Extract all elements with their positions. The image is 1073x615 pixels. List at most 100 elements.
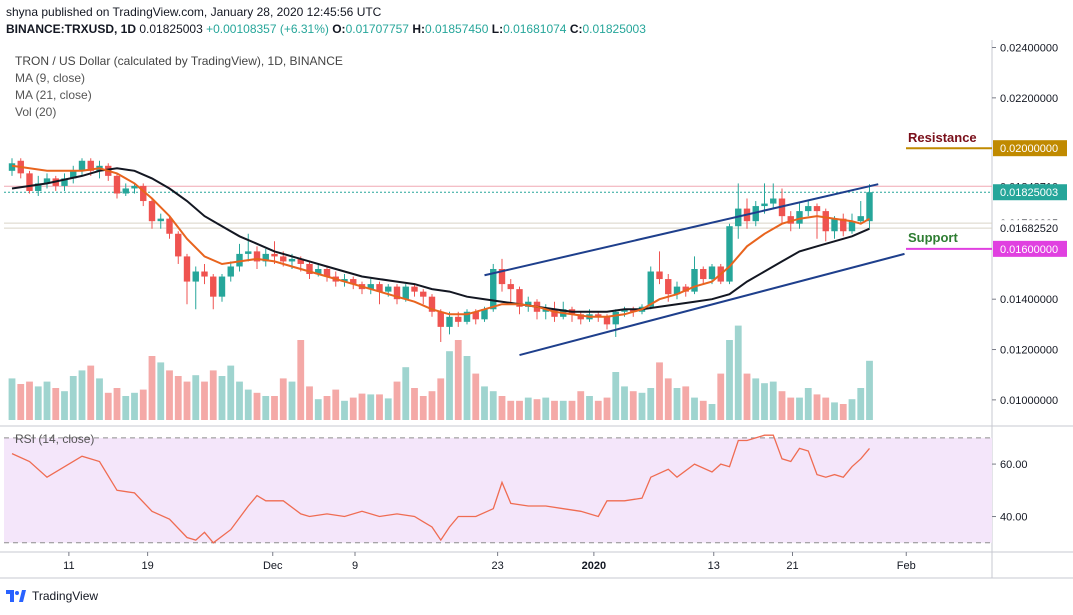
volume-bar bbox=[454, 340, 462, 420]
volume-bar bbox=[87, 365, 95, 420]
candle-body bbox=[656, 271, 663, 280]
volume-bar bbox=[437, 378, 445, 420]
price-tag-bg bbox=[993, 184, 1067, 201]
upper-channel-trendline bbox=[484, 183, 879, 277]
candle-body bbox=[630, 309, 637, 312]
price-tick-label: 0.02200000 bbox=[1000, 93, 1058, 105]
candle-body bbox=[595, 314, 602, 317]
volume-bar bbox=[603, 397, 611, 420]
volume-bar bbox=[131, 392, 138, 420]
volume-bar bbox=[673, 388, 681, 420]
volume-bar bbox=[104, 392, 112, 420]
price-tick-label: 0.01400000 bbox=[1000, 294, 1058, 306]
volume-bar bbox=[489, 391, 497, 420]
volume-bar bbox=[769, 381, 777, 420]
tradingview-brand: TradingView bbox=[32, 589, 99, 603]
volume-bar bbox=[122, 396, 130, 420]
volume-bar bbox=[734, 325, 742, 420]
volume-bar bbox=[26, 381, 33, 420]
volume-bar bbox=[166, 370, 173, 420]
candle-body bbox=[498, 268, 506, 285]
candle-body bbox=[437, 311, 444, 327]
time-tick-label: 9 bbox=[352, 560, 358, 572]
candle-body bbox=[218, 276, 226, 297]
volume-bar bbox=[367, 394, 375, 420]
candle-body bbox=[323, 268, 331, 277]
volume-bar bbox=[174, 376, 182, 420]
volume-bar bbox=[201, 381, 208, 420]
symbol-label: BINANCE:TRXUSD, 1D bbox=[6, 22, 137, 36]
volume-bar bbox=[533, 399, 541, 420]
price-tag-bg bbox=[993, 140, 1067, 157]
candle-body bbox=[463, 311, 471, 322]
price-tick-label: 0.01000000 bbox=[1000, 395, 1058, 407]
time-tick-label: Feb bbox=[897, 560, 916, 572]
volume-bar bbox=[726, 340, 733, 420]
volume-bar bbox=[288, 381, 296, 420]
volume-bar bbox=[376, 394, 383, 420]
volume-bar bbox=[157, 362, 165, 420]
candle-body bbox=[140, 185, 147, 202]
volume-bar bbox=[227, 365, 235, 420]
candle-body bbox=[813, 206, 821, 212]
open-label: O: bbox=[332, 22, 346, 36]
volume-bar bbox=[717, 373, 725, 420]
candle-body bbox=[612, 311, 619, 325]
volume-bar bbox=[524, 397, 532, 420]
publish-line: shyna published on TradingView.com, Janu… bbox=[6, 5, 382, 19]
lower-channel-trendline bbox=[519, 252, 905, 357]
legend-volume[interactable]: Vol (20) bbox=[15, 105, 57, 119]
candle-body bbox=[367, 284, 374, 290]
time-tick-label: 23 bbox=[492, 560, 504, 572]
volume-bar bbox=[586, 396, 593, 420]
candle-body bbox=[113, 175, 121, 194]
candle-body bbox=[166, 218, 173, 234]
candle-body bbox=[157, 218, 164, 222]
rsi-tick-label: 60.00 bbox=[1000, 459, 1028, 471]
price-tick-label: 0.01200000 bbox=[1000, 345, 1058, 357]
volume-bar bbox=[209, 370, 217, 420]
candle-body bbox=[726, 226, 733, 282]
volume-bar bbox=[559, 400, 567, 420]
volume-bar bbox=[542, 397, 550, 420]
candle-body bbox=[262, 253, 269, 262]
candle-body bbox=[175, 233, 182, 257]
volume-bar bbox=[481, 386, 488, 420]
volume-bar bbox=[183, 381, 191, 420]
candle-body bbox=[490, 268, 497, 310]
candle-body bbox=[665, 279, 672, 295]
volume-bar bbox=[761, 383, 768, 420]
volume-bar bbox=[218, 376, 226, 420]
volume-bar bbox=[384, 398, 392, 420]
candle-body bbox=[525, 301, 532, 307]
volume-bar bbox=[568, 400, 576, 420]
volume-bar bbox=[577, 391, 585, 420]
volume-bar bbox=[244, 389, 252, 420]
volume-bar bbox=[507, 400, 515, 420]
volume-bar bbox=[498, 396, 506, 420]
candle-body bbox=[402, 286, 409, 300]
legend-rsi[interactable]: RSI (14, close) bbox=[15, 432, 95, 446]
volume-bar bbox=[393, 381, 401, 420]
volume-bar bbox=[113, 388, 121, 420]
volume-bar bbox=[8, 378, 16, 420]
candle-body bbox=[866, 192, 873, 222]
volume-bar bbox=[43, 381, 51, 420]
candle-body bbox=[455, 316, 462, 322]
legend-ma9[interactable]: MA (9, close) bbox=[15, 71, 86, 85]
volume-bar bbox=[699, 400, 707, 420]
tradingview-footer[interactable]: TradingView bbox=[6, 589, 98, 603]
support-label: Support bbox=[908, 230, 958, 245]
ma9-line bbox=[11, 164, 870, 318]
volume-bar bbox=[629, 391, 637, 420]
candle-body bbox=[551, 309, 558, 317]
volume-bar bbox=[463, 356, 471, 420]
volume-bar bbox=[612, 372, 620, 420]
candle-body bbox=[411, 286, 418, 292]
candle-body bbox=[848, 221, 856, 232]
legend-ma21[interactable]: MA (21, close) bbox=[15, 88, 92, 102]
volume-bar bbox=[34, 386, 42, 420]
candle-body bbox=[192, 271, 199, 282]
candle-body bbox=[700, 268, 707, 280]
